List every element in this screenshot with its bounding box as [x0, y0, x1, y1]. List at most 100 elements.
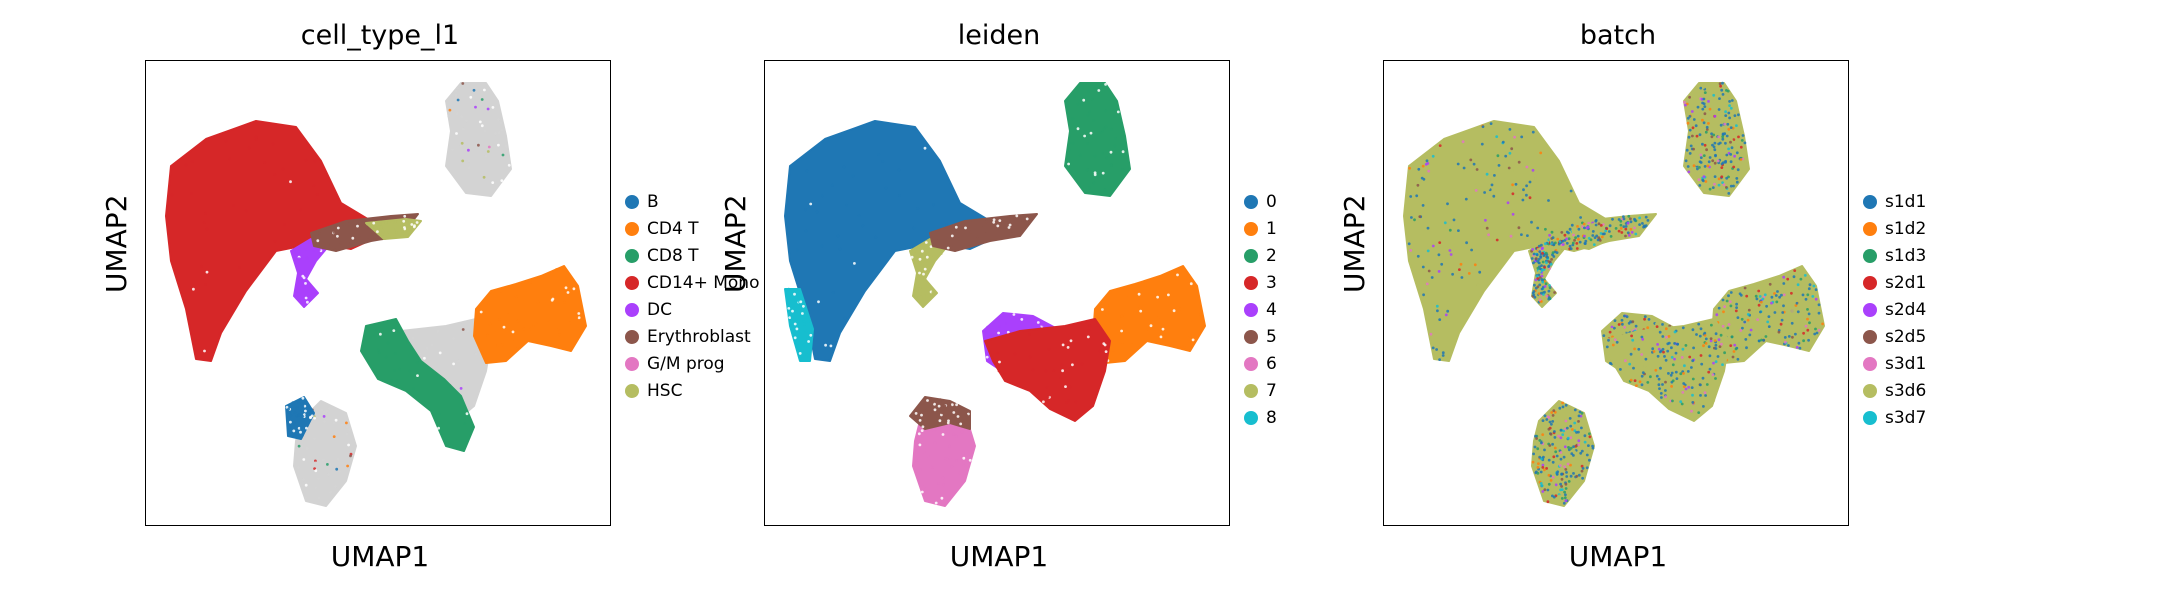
scatter-point: [1407, 242, 1411, 246]
scatter-point: [1572, 472, 1575, 475]
legend-marker: [1244, 410, 1258, 425]
scatter-point: [501, 343, 504, 347]
scatter-point: [1573, 408, 1577, 412]
scatter-point: [920, 429, 924, 432]
scatter-point: [488, 322, 492, 326]
scatter-point: [332, 231, 336, 234]
scatter-point: [1728, 300, 1732, 304]
legend-marker: [1863, 194, 1877, 209]
scatter-point: [946, 431, 950, 435]
scatter-point: [1543, 266, 1546, 269]
scatter-point: [1585, 466, 1589, 470]
scatter-point: [1762, 338, 1766, 342]
scatter-point: [1721, 132, 1725, 136]
scatter-point: [1138, 305, 1142, 309]
scatter-point: [465, 412, 469, 416]
scatter-point: [1724, 141, 1727, 145]
scatter-point: [536, 320, 539, 324]
scatter-point: [1713, 161, 1717, 165]
scatter-point: [797, 288, 801, 292]
scatter-point: [577, 316, 581, 320]
scatter-point: [1534, 471, 1538, 475]
scatter-point: [349, 454, 352, 458]
scatter-point: [1624, 227, 1628, 231]
scatter-point: [898, 194, 901, 197]
scatter-point: [1149, 327, 1153, 330]
scatter-point: [1559, 436, 1563, 440]
scatter-point: [1079, 98, 1082, 102]
scatter-point: [1116, 110, 1120, 114]
scatter-point: [304, 158, 308, 162]
scatter-point: [1656, 371, 1659, 375]
scatter-point: [1559, 455, 1563, 458]
scatter-point: [1640, 353, 1644, 356]
scatter-point: [1528, 196, 1532, 200]
scatter-point: [381, 216, 384, 220]
scatter-point: [1655, 374, 1659, 378]
scatter-point: [1577, 420, 1580, 423]
scatter-point: [1745, 301, 1749, 305]
scatter-point: [511, 340, 514, 343]
scatter-point: [1812, 284, 1816, 288]
legend-marker: [625, 248, 639, 263]
legend-label: s2d1: [1885, 272, 1927, 293]
scatter-point: [1667, 372, 1670, 375]
scatter-point: [296, 406, 299, 410]
scatter-point: [1698, 133, 1702, 137]
scatter-point: [1722, 335, 1726, 338]
scatter-point: [786, 309, 790, 313]
scatter-point: [1664, 389, 1667, 392]
scatter-point: [921, 425, 925, 429]
scatter-point: [1070, 417, 1074, 421]
scatter-point: [1796, 274, 1799, 278]
scatter-point: [805, 353, 809, 357]
scatter-point: [467, 148, 470, 152]
scatter-point: [1152, 324, 1155, 328]
scatter-point: [1717, 108, 1721, 111]
scatter-point: [301, 396, 305, 400]
scatter-point: [224, 139, 228, 143]
scatter-point: [300, 402, 304, 405]
scatter-point: [1799, 277, 1803, 281]
scatter-point: [1036, 323, 1040, 327]
legend-item: 4: [1244, 296, 1277, 323]
scatter-point: [411, 349, 415, 352]
scatter-point: [1535, 437, 1538, 440]
scatter-point: [317, 248, 321, 252]
scatter-point: [1790, 309, 1794, 313]
scatter-point: [1535, 253, 1539, 257]
scatter-point: [1704, 342, 1708, 345]
scatter-point: [806, 332, 810, 336]
scatter-point: [1530, 220, 1533, 224]
scatter-point: [916, 274, 919, 278]
umap-panel-batch: batch UMAP1 UMAP2 s1d1 s1d2 s1d3 s2d1 s2d4 s2…: [1338, 0, 2103, 600]
scatter-point: [1721, 324, 1725, 328]
scatter-point: [1444, 313, 1448, 317]
scatter-point: [1105, 313, 1109, 317]
scatter-point: [381, 230, 385, 234]
scatter-point: [1431, 154, 1435, 158]
scatter-point: [1060, 363, 1064, 367]
scatter-point: [273, 240, 277, 243]
scatter-point: [1698, 184, 1702, 187]
scatter-point: [331, 224, 335, 228]
scatter-point: [914, 412, 918, 415]
scatter-point: [1541, 268, 1544, 272]
scatter-point: [1727, 192, 1731, 195]
scatter-point: [1438, 241, 1442, 245]
scatter-point: [289, 180, 292, 184]
scatter-point: [318, 232, 322, 235]
scatter-point: [192, 287, 195, 291]
scatter-point: [347, 233, 351, 237]
scatter-point: [218, 332, 221, 336]
scatter-point: [1199, 312, 1202, 316]
scatter-point: [1634, 232, 1638, 236]
scatter-point: [1568, 244, 1572, 248]
cluster-region-erythro: [929, 213, 1038, 252]
scatter-point: [307, 240, 311, 244]
legend-item: G/M prog: [625, 350, 759, 377]
legend-item: 8: [1244, 404, 1277, 431]
scatter-point: [1564, 493, 1567, 497]
scatter-point: [1732, 350, 1736, 353]
scatter-point: [1700, 362, 1704, 366]
